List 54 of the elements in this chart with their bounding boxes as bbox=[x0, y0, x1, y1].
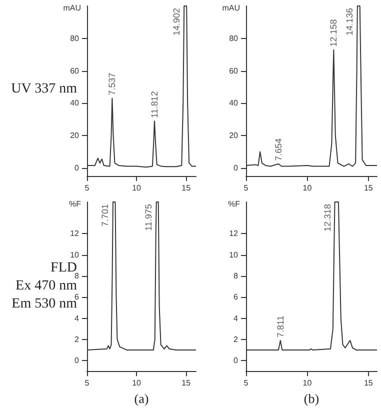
y-tick-label: 6 bbox=[234, 292, 239, 302]
x-tick-label: 5 bbox=[244, 184, 249, 192]
annotation: 7.701 bbox=[100, 204, 110, 227]
y-tick-label: 4 bbox=[74, 314, 80, 323]
y-tick-label: 40 bbox=[229, 98, 239, 108]
y-axis-title: %F bbox=[69, 200, 82, 208]
annotation: 7.537 bbox=[107, 72, 118, 96]
y-tick-label: 60 bbox=[70, 66, 80, 76]
annotation: 14.136 bbox=[344, 8, 355, 36]
x-tick-label: 5 bbox=[84, 184, 90, 192]
y-tick-label: 0 bbox=[234, 356, 239, 366]
y-tick-label: 80 bbox=[229, 34, 239, 43]
x-tick-label: 5 bbox=[244, 378, 249, 388]
y-axis-title: mAU bbox=[222, 4, 240, 12]
y-tick-label: 40 bbox=[70, 98, 80, 108]
x-tick-label: 10 bbox=[132, 378, 142, 388]
y-tick-label: 10 bbox=[70, 250, 80, 260]
y-tick-label: 8 bbox=[234, 271, 239, 280]
x-tick-label: 10 bbox=[302, 184, 312, 192]
y-tick-label: 12 bbox=[70, 229, 80, 238]
y-axis-title: mAU bbox=[63, 4, 82, 12]
x-axis-title: (a) bbox=[134, 391, 149, 406]
y-tick-label: 4 bbox=[234, 314, 239, 323]
text: Ex 470 nm bbox=[16, 278, 78, 294]
y-tick-label: 2 bbox=[234, 334, 239, 344]
y-tick-label: 20 bbox=[70, 131, 80, 140]
text: UV 337 nm bbox=[11, 82, 78, 96]
x-tick-label: 15 bbox=[182, 184, 192, 192]
x-axis-title: (b) bbox=[304, 391, 320, 406]
y-tick-label: 6 bbox=[74, 292, 80, 302]
y-tick-label: 60 bbox=[229, 66, 239, 76]
y-tick-label: 20 bbox=[229, 131, 239, 140]
y-tick-label: 12 bbox=[229, 229, 239, 238]
annotation: 12.158 bbox=[328, 19, 339, 47]
y-axis-title: %F bbox=[228, 200, 240, 208]
x-tick-label: 15 bbox=[182, 378, 192, 388]
y-tick-label: 80 bbox=[70, 34, 80, 43]
y-tick-label: 0 bbox=[234, 163, 239, 172]
y-tick-label: 2 bbox=[74, 334, 80, 344]
annotation: 14.902 bbox=[171, 8, 182, 36]
x-tick-label: 15 bbox=[364, 378, 374, 388]
x-tick-label: 15 bbox=[364, 184, 374, 192]
y-tick-label: 0 bbox=[74, 356, 80, 366]
annotation: 7.811 bbox=[275, 316, 286, 338]
y-tick-label: 0 bbox=[74, 163, 80, 172]
x-tick-label: 10 bbox=[302, 378, 312, 388]
y-tick-label: 8 bbox=[74, 271, 80, 280]
y-tick-label: 10 bbox=[229, 250, 239, 260]
annotation: 11.812 bbox=[149, 91, 160, 118]
x-tick-label: 5 bbox=[84, 378, 90, 388]
annotation: 12.318 bbox=[322, 204, 333, 232]
x-tick-label: 10 bbox=[132, 184, 142, 192]
annotation: 11.975 bbox=[143, 204, 154, 231]
annotation: 7.654 bbox=[273, 138, 284, 161]
